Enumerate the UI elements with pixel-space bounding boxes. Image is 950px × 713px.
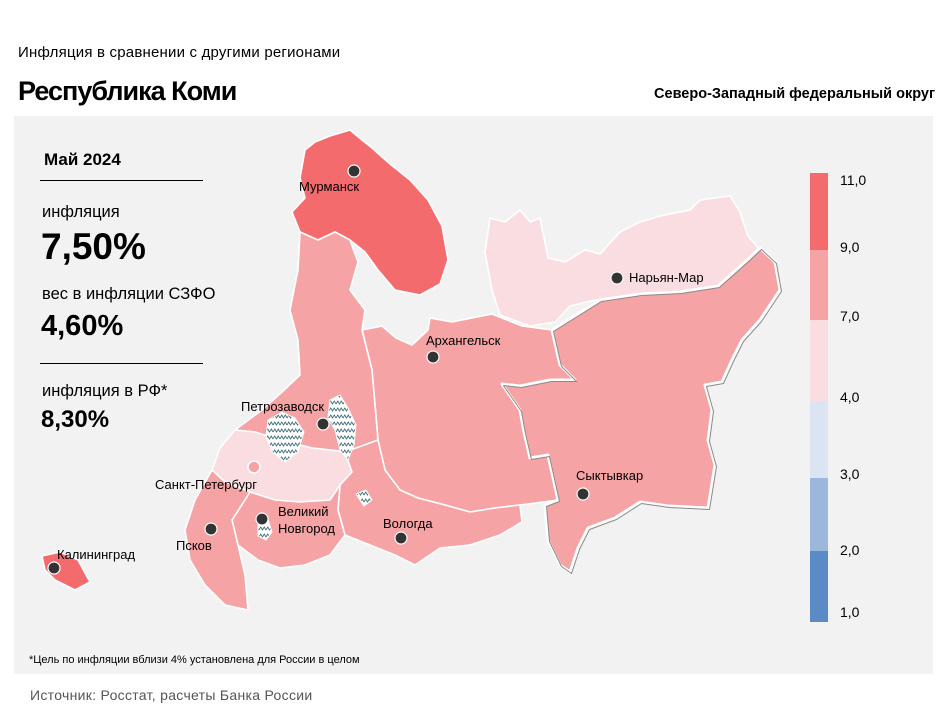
divider-bottom [40,363,203,364]
source-note: Источник: Росстат, расчеты Банка России [30,687,313,703]
region-karelia[interactable] [234,231,379,453]
city-label-kaliningrad: Калининград [57,547,135,562]
lake-beloye [355,489,373,507]
legend-label-3: 3,0 [840,466,860,482]
region-murmansk[interactable] [291,129,449,296]
inflation-label: инфляция [42,203,120,221]
legend-swatch-1-2 [810,551,828,622]
city-marker-novgorod [255,512,269,526]
legend-swatch-7-9 [810,250,828,320]
city-marker-murmansk [347,164,361,178]
city-marker-syktyvkar [576,487,590,501]
city-label-vologda: Вологда [383,516,433,531]
lake-ladoga [265,411,305,463]
legend: 11,0 9,0 7,0 4,0 3,0 2,0 1,0 [810,172,866,622]
city-marker-arkhangelsk [426,350,440,364]
city-marker-naryan-mar [610,271,624,285]
city-label-naryan-mar: Нарьян-Мар [629,270,704,285]
region-pskov[interactable] [184,469,251,611]
city-label-murmansk: Мурманск [299,179,359,194]
region-novgorod[interactable] [231,484,346,569]
city-label-saint-petersburg: Санкт-Петербург [155,477,257,492]
legend-label-2: 2,0 [840,542,860,558]
rf-inflation-label: инфляция в РФ* [42,382,168,400]
period-label: Май 2024 [44,150,121,169]
legend-label-9: 9,0 [840,239,860,255]
legend-label-1: 1,0 [840,604,860,620]
lake-onega [327,394,357,461]
city-marker-vologda [394,531,408,545]
legend-swatch-2-3 [810,478,828,551]
city-label-pskov: Псков [176,538,212,553]
legend-label-7: 7,0 [840,308,860,324]
city-label-velikiy: Великий [278,504,329,519]
city-marker-petrozavodsk [316,417,330,431]
city-label-syktyvkar: Сыктывкар [576,468,643,483]
footnote: *Цель по инфляции вблизи 4% установлена … [29,654,360,666]
rf-inflation-value: 8,30% [41,406,110,433]
region-title: Республика Коми [18,76,237,106]
city-label-petrozavodsk: Петрозаводск [241,399,324,414]
region-nenets[interactable] [484,195,761,327]
legend-label-11: 11,0 [840,172,866,188]
weight-label: вес в инфляции СЗФО [42,285,216,303]
inflation-value: 7,50% [41,226,146,267]
legend-label-4: 4,0 [840,389,860,405]
weight-value: 4,60% [41,310,124,342]
region-komi-shadow [503,249,782,574]
city-marker-kaliningrad [47,561,61,575]
divider-top [40,180,203,181]
city-marker-pskov [204,522,218,536]
chart-supertitle: Инфляция в сравнении с другими регионами [18,44,341,61]
legend-swatch-9-11 [810,173,828,250]
legend-swatch-3-4 [810,401,828,478]
region-saint-petersburg[interactable] [247,460,261,474]
city-label-arkhangelsk: Архангельск [426,333,501,348]
legend-swatch-4-7 [810,320,828,401]
federal-district-label: Северо-Западный федеральный округ [654,86,935,102]
city-label-novgorod: Новгород [278,521,335,536]
